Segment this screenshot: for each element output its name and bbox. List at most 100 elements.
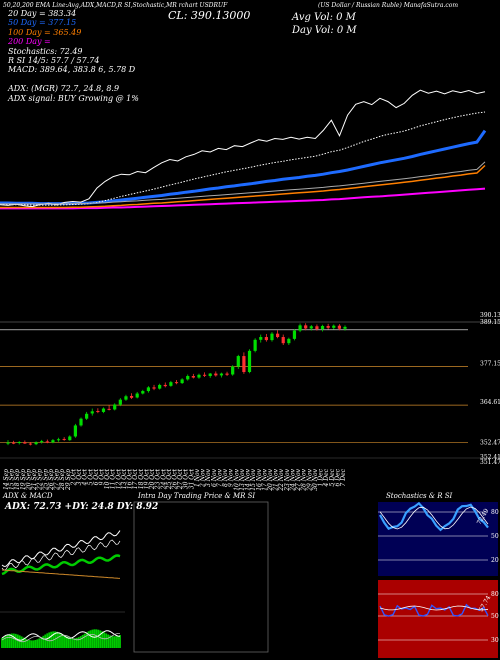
- candle-body: [292, 330, 297, 339]
- price-axis-label: 351.4738: [480, 459, 500, 466]
- candle-body: [253, 339, 257, 351]
- x-axis-label: 17 Oct: [132, 468, 139, 489]
- candle-body: [101, 408, 106, 412]
- intraday-panel-frame: [133, 501, 269, 653]
- candle-body: [214, 373, 218, 376]
- indicator-list: 50,20,200 EMA Line:Avg,ADX,MACD,R SI,Sto…: [3, 2, 228, 9]
- x-axis-label: 27 Oct: [177, 468, 184, 490]
- candle-body: [225, 373, 229, 375]
- candle-body: [62, 438, 66, 440]
- x-axis-label: 2 Oct: [70, 468, 77, 486]
- stoch-k-line: [379, 501, 489, 532]
- x-axis-label: 20 Nov: [267, 468, 274, 491]
- candle-body: [174, 382, 179, 384]
- candle-body: [304, 325, 308, 329]
- macd-histogram-bar: [54, 631, 56, 648]
- x-axis-label: 15 Nov: [250, 468, 257, 490]
- candle-body: [40, 441, 44, 443]
- macd-histogram-bar: [7, 634, 9, 648]
- x-axis-label: 8 Nov: [222, 468, 229, 487]
- candle-body: [96, 411, 100, 413]
- macd-histogram-bar: [3, 636, 5, 648]
- macd-histogram-bar: [73, 638, 76, 648]
- ema50-line: [0, 129, 487, 206]
- candle-body: [276, 333, 280, 338]
- candle-body: [12, 442, 16, 444]
- macd-line: [1, 630, 121, 641]
- x-axis-label: 14 Nov: [245, 468, 252, 490]
- macd-histogram-bar: [38, 638, 41, 648]
- x-axis-label: 6 Dec: [334, 468, 341, 486]
- macd-histogram-bar: [60, 633, 62, 648]
- macd-histogram-bar: [48, 632, 51, 648]
- ema20-line: [0, 111, 486, 206]
- ema100-line: [0, 164, 486, 209]
- candle-body: [247, 350, 252, 373]
- macd-histogram-bar: [97, 629, 100, 648]
- macd-histogram-bar: [32, 640, 35, 648]
- macd-histogram-bar: [119, 635, 121, 648]
- stoch-level-label: 50: [491, 533, 499, 540]
- x-axis-label: 15 Sep: [9, 469, 16, 490]
- macd-signal-line: [1, 633, 120, 643]
- candle-body: [208, 373, 212, 377]
- x-axis-label: 21 Sep: [31, 469, 38, 491]
- macd-histogram-bar: [50, 631, 53, 648]
- adx-values: ADX: 72.73 +DY: 24.8 DY: 8.92: [5, 502, 159, 512]
- rsi-level-label: 80: [491, 591, 499, 598]
- candle-body: [219, 373, 224, 376]
- indicator-header: 50,20,200 EMA Line:Avg,ADX,MACD,R SI,Sto…: [0, 0, 500, 103]
- candle-body: [320, 325, 325, 330]
- macd-histogram-bar: [93, 629, 96, 648]
- indicator-row-5: R SI 14/5: 57.7 / 57.74: [8, 56, 100, 65]
- adx-line: [1, 530, 121, 567]
- macd-histogram-bar: [24, 638, 27, 648]
- x-axis-label: 19 Sep: [20, 469, 27, 490]
- candle-body: [51, 440, 55, 443]
- indicator-row-9: ADX signal: BUY Growing @ 1%: [8, 93, 139, 103]
- candle-body: [17, 442, 21, 444]
- macd-histogram-bar: [87, 631, 90, 648]
- macd-histogram-bar: [58, 632, 60, 648]
- candle-body: [68, 436, 72, 441]
- candle-body: [146, 387, 151, 392]
- macd-histogram-bar: [10, 633, 13, 648]
- x-axis-label: 18 Oct: [138, 468, 145, 489]
- x-axis-label: 30 Nov: [312, 468, 319, 490]
- candle-body: [326, 325, 330, 328]
- macd-histogram-bar: [95, 629, 98, 648]
- candle-body: [113, 404, 117, 410]
- x-axis-label: 7 Dec: [340, 468, 347, 486]
- indicator-row-3: 200 Day =: [8, 37, 51, 47]
- x-axis-label: 3 Oct: [76, 468, 83, 485]
- x-axis-label: 25 Sep: [42, 469, 49, 491]
- x-axis-label: 20 Sep: [25, 469, 32, 491]
- candle-body: [236, 356, 240, 367]
- price-axis-label: 352.41: [480, 454, 500, 461]
- x-axis-label: 16 Oct: [127, 468, 134, 489]
- candle-body: [73, 425, 77, 437]
- indicator-row-2: 100 Day = 365.49: [8, 27, 82, 37]
- x-axis-label: 24 Nov: [289, 468, 296, 491]
- candle-body: [186, 376, 190, 380]
- macd-histogram-bar: [99, 630, 102, 648]
- macd-histogram-bar: [64, 635, 66, 648]
- ema-aux-line: [0, 161, 486, 205]
- macd-histogram-bar: [107, 634, 110, 648]
- x-axis-label: 4 Oct: [82, 468, 89, 486]
- macd-histogram-bar: [71, 638, 74, 648]
- candle-body: [129, 395, 134, 398]
- candle-body: [191, 376, 195, 378]
- macd-histogram-bar: [42, 635, 45, 648]
- x-axis-label: 21 Nov: [273, 468, 280, 491]
- stoch-level-label: 80: [491, 509, 499, 516]
- candle-body: [23, 442, 27, 444]
- candle-body: [90, 411, 94, 414]
- macd-histogram-bar: [34, 640, 37, 648]
- macd-histogram-bar: [113, 636, 115, 648]
- indicator-row-1: 50 Day = 377.15: [8, 18, 77, 28]
- candle-body: [28, 443, 33, 445]
- candle-body: [169, 382, 173, 386]
- candle-body: [107, 408, 111, 410]
- candle-body: [337, 325, 341, 329]
